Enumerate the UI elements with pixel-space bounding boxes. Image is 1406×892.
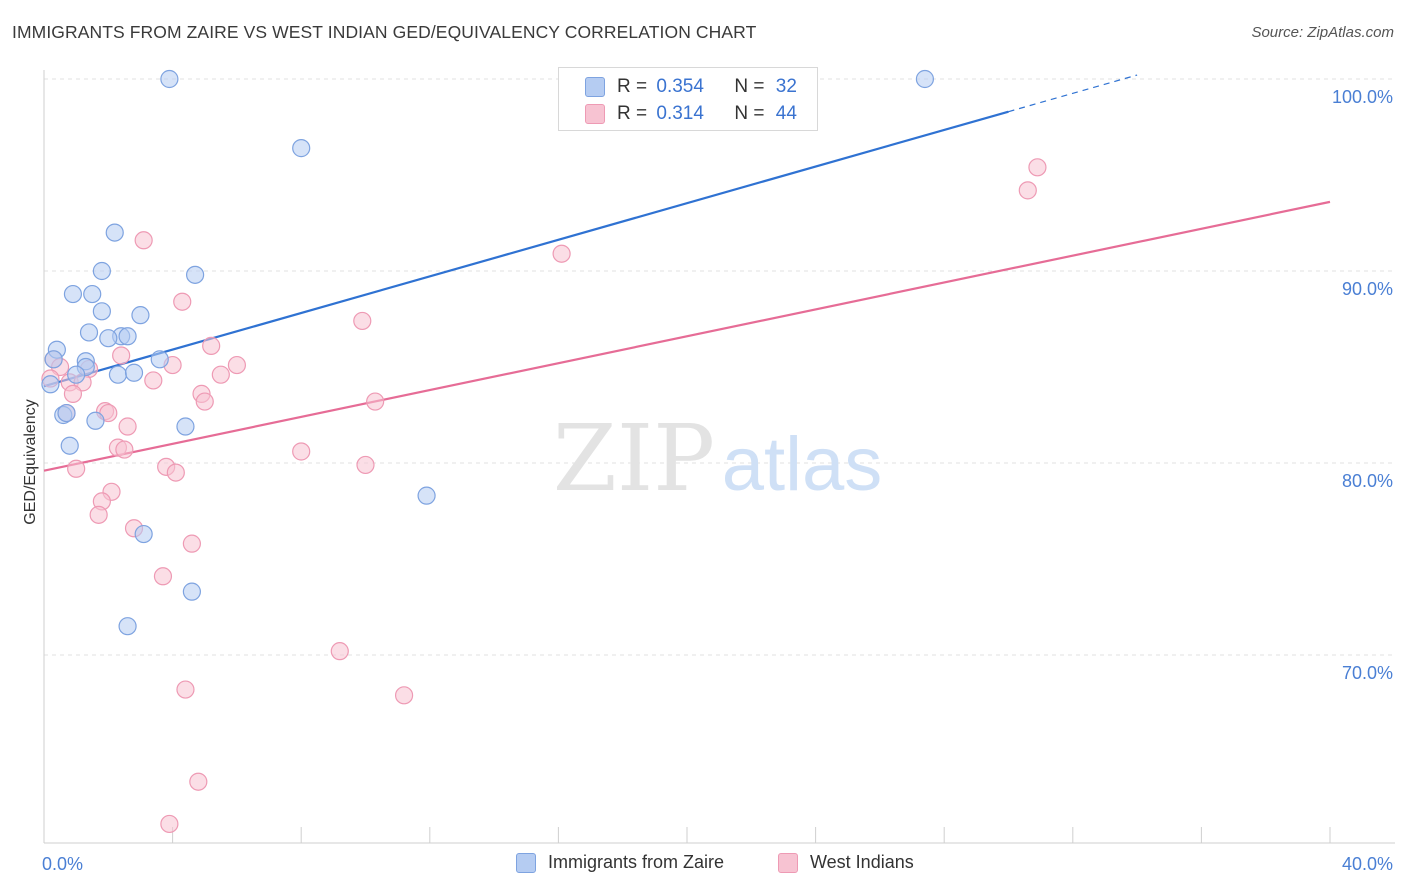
point-zaire xyxy=(100,330,117,347)
bottom-legend-swatch-zaire xyxy=(516,853,536,873)
point-zaire xyxy=(87,412,104,429)
point-westindian xyxy=(396,687,413,704)
point-westindian xyxy=(90,506,107,523)
point-westindian xyxy=(357,456,374,473)
point-zaire xyxy=(132,307,149,324)
point-zaire xyxy=(119,328,136,345)
legend-n-label: N = xyxy=(734,103,764,125)
legend-n-value: 44 xyxy=(776,103,797,125)
point-westindian xyxy=(64,385,81,402)
point-westindian xyxy=(174,293,191,310)
legend-row-westindian: R = 0.314 N = 44 xyxy=(585,102,797,126)
watermark-zip: ZIP xyxy=(553,405,715,512)
y-tick-label: 90.0% xyxy=(1342,279,1393,299)
point-zaire xyxy=(293,140,310,157)
legend-n-value: 32 xyxy=(776,76,797,98)
point-zaire xyxy=(68,366,85,383)
point-westindian xyxy=(228,357,245,374)
watermark-atlas: atlas xyxy=(722,422,883,507)
bottom-legend-westindian: West Indians xyxy=(778,852,914,873)
bottom-legend-zaire: Immigrants from Zaire xyxy=(516,852,724,873)
y-tick-label: 80.0% xyxy=(1342,471,1393,491)
trendline-zaire xyxy=(44,112,1009,387)
legend-row-zaire: R = 0.354 N = 32 xyxy=(585,75,797,99)
point-westindian xyxy=(161,815,178,832)
y-tick-label: 70.0% xyxy=(1342,663,1393,683)
point-zaire xyxy=(93,263,110,280)
point-westindian xyxy=(177,681,194,698)
axis-layer xyxy=(44,70,1395,843)
legend-r-label: R = xyxy=(617,76,647,98)
grid-layer xyxy=(44,79,1395,655)
point-zaire xyxy=(64,286,81,303)
y-axis-label: GED/Equivalency xyxy=(22,399,39,524)
legend-r-value: 0.314 xyxy=(656,103,720,125)
legend-n-label: N = xyxy=(734,76,764,98)
point-zaire xyxy=(135,526,152,543)
legend-r-label: R = xyxy=(617,103,647,125)
point-westindian xyxy=(145,372,162,389)
point-westindian xyxy=(154,568,171,585)
point-westindian xyxy=(135,232,152,249)
point-zaire xyxy=(126,364,143,381)
point-westindian xyxy=(116,441,133,458)
point-westindian xyxy=(367,393,384,410)
point-zaire xyxy=(151,351,168,368)
legend-r-value: 0.354 xyxy=(656,76,720,98)
legend-swatch-zaire xyxy=(585,77,605,97)
bottom-legend: Immigrants from Zaire West Indians xyxy=(0,852,1406,878)
bottom-legend-label-zaire: Immigrants from Zaire xyxy=(548,852,724,873)
point-zaire xyxy=(177,418,194,435)
point-westindian xyxy=(119,418,136,435)
point-westindian xyxy=(190,773,207,790)
scatter-chart: ZIP atlas 70.0%80.0%90.0%100.0%0.0% 40.0%… xyxy=(0,0,1406,892)
point-westindian xyxy=(68,460,85,477)
point-westindian xyxy=(1019,182,1036,199)
point-zaire xyxy=(45,351,62,368)
point-zaire xyxy=(109,366,126,383)
point-westindian xyxy=(167,464,184,481)
point-zaire xyxy=(183,583,200,600)
point-zaire xyxy=(84,286,101,303)
points-layer xyxy=(42,71,1046,833)
point-westindian xyxy=(293,443,310,460)
point-zaire xyxy=(106,224,123,241)
point-westindian xyxy=(331,643,348,660)
point-zaire xyxy=(93,303,110,320)
point-westindian xyxy=(196,393,213,410)
point-zaire xyxy=(61,437,78,454)
bottom-legend-label-westindian: West Indians xyxy=(810,852,914,873)
point-zaire xyxy=(58,405,75,422)
point-zaire xyxy=(81,324,98,341)
point-westindian xyxy=(212,366,229,383)
point-westindian xyxy=(553,245,570,262)
point-zaire xyxy=(916,71,933,88)
point-westindian xyxy=(183,535,200,552)
point-zaire xyxy=(119,618,136,635)
legend: R = 0.354 N = 32 R = 0.314 N = 44 xyxy=(558,67,818,131)
point-zaire xyxy=(418,487,435,504)
point-westindian xyxy=(1029,159,1046,176)
point-zaire xyxy=(42,376,59,393)
labels-layer: 70.0%80.0%90.0%100.0%0.0% 40.0% xyxy=(42,87,1393,874)
legend-swatch-westindian xyxy=(585,104,605,124)
point-westindian xyxy=(113,347,130,364)
point-westindian xyxy=(354,312,371,329)
watermark: ZIP atlas xyxy=(553,405,882,512)
point-westindian xyxy=(203,337,220,354)
y-tick-label: 100.0% xyxy=(1332,87,1393,107)
trendline-zaire-extension xyxy=(1009,75,1138,112)
point-zaire xyxy=(187,266,204,283)
bottom-legend-swatch-westindian xyxy=(778,853,798,873)
point-zaire xyxy=(161,71,178,88)
